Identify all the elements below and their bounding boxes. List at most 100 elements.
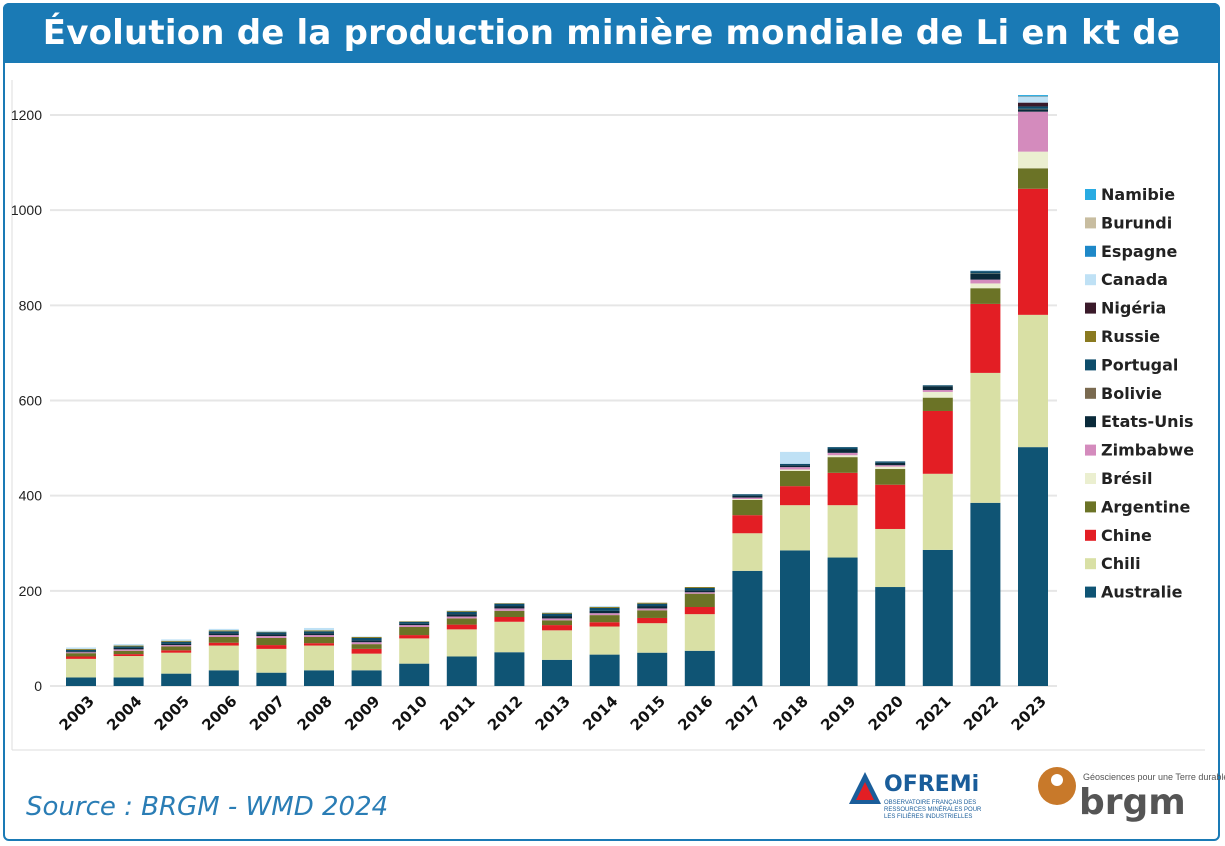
bar-segment-portugal-2022 xyxy=(970,271,1001,274)
bar-segment-brésil-2022 xyxy=(970,283,1001,289)
source-note: Source : BRGM - WMD 2024 xyxy=(26,792,389,822)
bar-segment-etats-unis-2016 xyxy=(684,590,715,593)
bar-segment-zimbabwe-2008 xyxy=(304,635,334,637)
bar-segment-portugal-2021 xyxy=(922,385,953,387)
bar-segment-australie-2007 xyxy=(256,672,287,686)
bar-segment-russie-2015 xyxy=(637,602,668,604)
bar-segment-argentine-2015 xyxy=(637,610,668,618)
bar-segment-etats-unis-2015 xyxy=(637,606,668,609)
legend-label: Espagne xyxy=(1101,242,1178,261)
x-tick-label: 2008 xyxy=(294,692,336,734)
bar-segment-argentine-2003 xyxy=(66,653,96,657)
bar-segment-portugal-2005 xyxy=(161,641,192,644)
bar-segment-portugal-2008 xyxy=(304,631,334,634)
bar-segment-etats-unis-2012 xyxy=(494,606,525,609)
bar-segment-chili-2019 xyxy=(827,505,858,558)
legend-swatch xyxy=(1085,217,1096,229)
bar-segment-portugal-2020 xyxy=(875,461,906,463)
bar-segment-russie-2013 xyxy=(542,612,572,614)
legend-label: Chine xyxy=(1101,526,1152,545)
bar-segment-etats-unis-2006 xyxy=(208,633,239,636)
bar-segment-russie-2003 xyxy=(66,648,96,650)
bar-segment-argentine-2004 xyxy=(113,650,144,655)
bar-segment-etats-unis-2017 xyxy=(732,495,763,498)
bar-segment-etats-unis-2009 xyxy=(351,640,382,643)
bar-segment-australie-2019 xyxy=(827,557,858,686)
bar-segment-chine-2023 xyxy=(1018,188,1048,315)
bar-segment-australie-2015 xyxy=(637,652,668,686)
bar-segment-chili-2017 xyxy=(732,533,763,571)
bar-segment-portugal-2003 xyxy=(66,649,96,652)
bar-segment-nigéria-2023 xyxy=(1018,102,1048,107)
x-tick-label: 2015 xyxy=(627,692,669,734)
bar-segment-chine-2004 xyxy=(113,654,144,657)
legend-label: Brésil xyxy=(1101,469,1152,488)
bar-segment-zimbabwe-2017 xyxy=(732,497,763,499)
bar-segment-argentine-2018 xyxy=(780,470,810,487)
bar-segment-chine-2009 xyxy=(351,648,382,654)
bar-segment-etats-unis-2013 xyxy=(542,616,572,619)
bar-segment-russie-2005 xyxy=(161,640,192,642)
bar-segment-zimbabwe-2010 xyxy=(399,625,430,627)
bar-segment-portugal-2010 xyxy=(399,621,430,624)
bar-segment-zimbabwe-2020 xyxy=(875,465,906,467)
bar-segment-australie-2008 xyxy=(304,670,334,686)
bar-segment-zimbabwe-2005 xyxy=(161,645,192,647)
legend-label: Namibie xyxy=(1101,185,1175,204)
bar-segment-portugal-2007 xyxy=(256,632,287,635)
bar-segment-zimbabwe-2016 xyxy=(684,592,715,594)
bar-segment-brésil-2017 xyxy=(732,498,763,500)
legend-swatch xyxy=(1085,473,1096,484)
bar-segment-canada-2004 xyxy=(113,644,144,646)
bar-segment-australie-2023 xyxy=(1018,447,1048,686)
y-tick-label: 1000 xyxy=(11,202,42,218)
bar-segment-argentine-2010 xyxy=(399,626,430,636)
bar-segment-etats-unis-2020 xyxy=(875,462,906,466)
bar-segment-zimbabwe-2012 xyxy=(494,608,525,611)
legend-swatch xyxy=(1085,359,1096,371)
bar-segment-portugal-2023 xyxy=(1018,106,1048,109)
chart-title: Évolution de la production minière mondi… xyxy=(3,3,1220,113)
bar-segment-argentine-2014 xyxy=(589,615,620,623)
bar-segment-zimbabwe-2007 xyxy=(256,636,287,638)
bar-segment-australie-2011 xyxy=(446,656,477,686)
legend-swatch xyxy=(1085,501,1096,513)
bar-segment-australie-2004 xyxy=(113,677,144,686)
brgm-mark-icon xyxy=(1038,767,1076,805)
bar-segment-australie-2017 xyxy=(732,570,763,686)
bar-segment-zimbabwe-2009 xyxy=(351,642,382,645)
bar-segment-canada-2003 xyxy=(66,647,96,649)
bar-segment-etats-unis-2003 xyxy=(66,651,96,653)
bar-segment-etats-unis-2021 xyxy=(922,386,953,391)
bar-segment-chine-2003 xyxy=(66,656,96,659)
brgm-logo: Géosciences pour une Terre durable brgm xyxy=(1035,764,1225,823)
bar-segment-australie-2016 xyxy=(684,650,715,686)
bar-segment-australie-2006 xyxy=(208,670,239,686)
bar-segment-chine-2018 xyxy=(780,486,810,506)
bar-segment-etats-unis-2005 xyxy=(161,643,192,646)
ofremi-mark-icon xyxy=(849,772,881,804)
bar-segment-argentine-2016 xyxy=(684,593,715,608)
bar-segment-zimbabwe-2004 xyxy=(113,649,144,651)
legend-swatch xyxy=(1085,416,1096,428)
legend-swatch xyxy=(1085,586,1096,598)
x-tick-label: 2009 xyxy=(341,692,383,734)
bar-segment-zimbabwe-2014 xyxy=(589,613,620,616)
x-tick-label: 2021 xyxy=(912,692,954,734)
bar-segment-zimbabwe-2015 xyxy=(637,608,668,611)
bar-segment-brésil-2021 xyxy=(922,391,953,398)
bar-segment-chine-2019 xyxy=(827,472,858,506)
x-tick-label: 2022 xyxy=(960,692,1002,734)
x-tick-label: 2017 xyxy=(722,692,764,734)
x-tick-label: 2003 xyxy=(56,692,98,734)
legend-swatch xyxy=(1085,245,1096,257)
bar-segment-portugal-2018 xyxy=(780,463,810,466)
bar-segment-argentine-2011 xyxy=(446,618,477,625)
bar-segment-argentine-2013 xyxy=(542,620,572,626)
legend-swatch xyxy=(1085,302,1096,314)
bar-segment-portugal-2017 xyxy=(732,494,763,496)
legend-label: Argentine xyxy=(1101,497,1190,516)
bar-segment-zimbabwe-2018 xyxy=(780,467,810,470)
bar-segment-australie-2020 xyxy=(875,587,906,686)
